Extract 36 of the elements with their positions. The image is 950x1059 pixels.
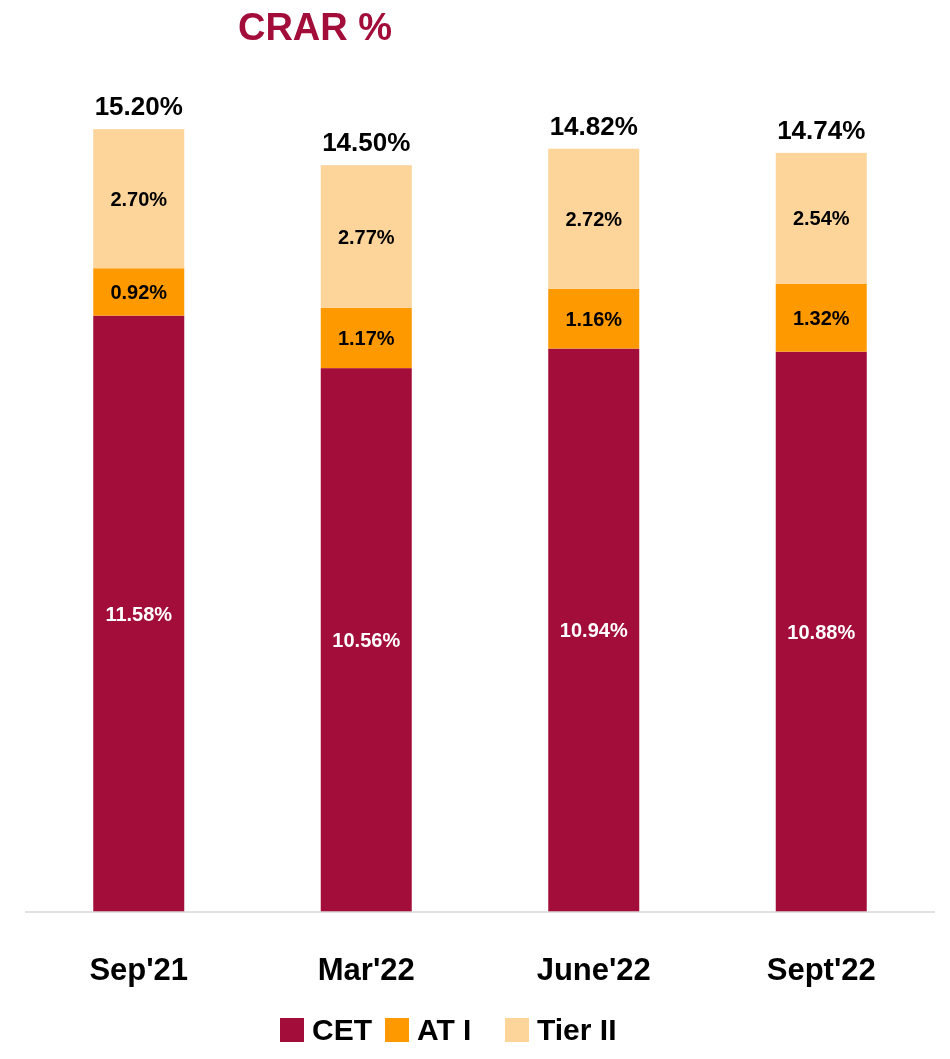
bar <box>548 348 640 912</box>
chart-title: CRAR % <box>237 6 393 48</box>
data-label: 10.94% <box>559 619 628 642</box>
total-label: 15.20% <box>94 91 183 122</box>
bar <box>93 129 185 269</box>
bar <box>320 307 412 369</box>
data-label: 0.92% <box>110 280 168 303</box>
x-tick-label: Sept'22 <box>766 952 876 987</box>
total-label: 14.82% <box>549 110 638 141</box>
bar <box>320 165 412 308</box>
bar <box>775 152 867 284</box>
x-tick-label: Sep'21 <box>89 952 189 987</box>
data-label: 2.77% <box>337 225 395 248</box>
legend-label: AT I <box>417 1013 472 1046</box>
x-tick-label: Mar'22 <box>317 952 415 987</box>
bar <box>93 268 185 316</box>
bar <box>320 368 412 912</box>
data-label: 2.70% <box>110 187 168 210</box>
total-label: 14.74% <box>777 114 866 145</box>
data-label: 1.17% <box>337 327 395 350</box>
total-label: 14.50% <box>322 127 411 158</box>
data-label: 11.58% <box>105 602 173 625</box>
bar <box>775 283 867 352</box>
bar <box>548 288 640 349</box>
data-label: 2.54% <box>792 207 850 230</box>
bar <box>93 315 185 912</box>
legend-label: CET <box>312 1013 372 1046</box>
data-label: 1.16% <box>565 307 623 330</box>
data-label: 10.88% <box>787 620 856 643</box>
data-label: 2.72% <box>565 207 623 230</box>
x-tick-label: June'22 <box>536 952 651 987</box>
bar <box>548 148 640 289</box>
data-label: 1.32% <box>792 306 850 329</box>
data-label: 10.56% <box>332 629 401 652</box>
bar <box>775 351 867 912</box>
legend-label: Tier II <box>537 1013 617 1046</box>
